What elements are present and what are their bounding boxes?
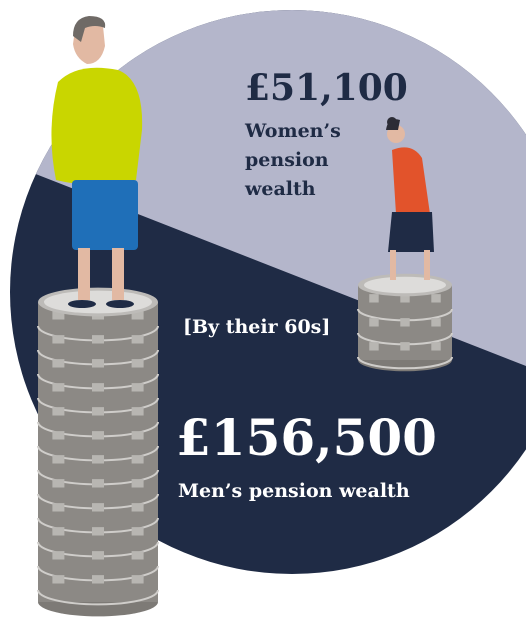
- note: [By their 60s]: [183, 316, 330, 338]
- coin: [52, 479, 65, 488]
- coin: [131, 431, 144, 440]
- men-amount: £156,500: [176, 408, 437, 467]
- coin: [400, 294, 410, 303]
- coin: [131, 527, 144, 536]
- coin: [52, 359, 65, 368]
- women-label: wealth: [244, 178, 316, 200]
- coin: [92, 407, 104, 416]
- woman-figure: [386, 117, 434, 280]
- coin: [369, 342, 379, 351]
- coin: [52, 551, 65, 560]
- coin: [364, 276, 446, 294]
- coin: [92, 479, 104, 488]
- coin: [131, 575, 144, 584]
- coin: [131, 359, 144, 368]
- coin: [131, 335, 144, 344]
- coin: [400, 342, 410, 351]
- coin: [92, 383, 104, 392]
- women-label: pension: [245, 149, 329, 171]
- coin: [37, 589, 159, 606]
- coin: [92, 455, 104, 464]
- coin: [92, 527, 104, 536]
- coin: [131, 551, 144, 560]
- coin: [52, 311, 65, 320]
- coin: [131, 311, 144, 320]
- coin: [369, 294, 379, 303]
- coin: [92, 551, 104, 560]
- coin: [131, 479, 144, 488]
- women-amount: £51,100: [245, 67, 408, 109]
- coin: [400, 318, 410, 327]
- coin: [357, 356, 453, 370]
- coin: [44, 290, 152, 314]
- coin: [52, 335, 65, 344]
- coin: [131, 383, 144, 392]
- coin: [431, 342, 441, 351]
- coin: [52, 383, 65, 392]
- women-label: Women’s: [244, 120, 341, 142]
- coin: [431, 318, 441, 327]
- coin: [52, 455, 65, 464]
- coin-stacks: [37, 273, 453, 617]
- coin: [131, 503, 144, 512]
- coin: [52, 575, 65, 584]
- coin: [431, 294, 441, 303]
- coin: [92, 503, 104, 512]
- coin: [92, 575, 104, 584]
- coin: [131, 455, 144, 464]
- coin: [52, 503, 65, 512]
- men-label: Men’s pension wealth: [178, 480, 410, 502]
- coin: [52, 431, 65, 440]
- coin: [92, 431, 104, 440]
- coin: [52, 407, 65, 416]
- coin: [369, 318, 379, 327]
- coin: [52, 527, 65, 536]
- coin: [92, 359, 104, 368]
- coin: [131, 407, 144, 416]
- coin: [92, 335, 104, 344]
- man-figure: [51, 16, 143, 308]
